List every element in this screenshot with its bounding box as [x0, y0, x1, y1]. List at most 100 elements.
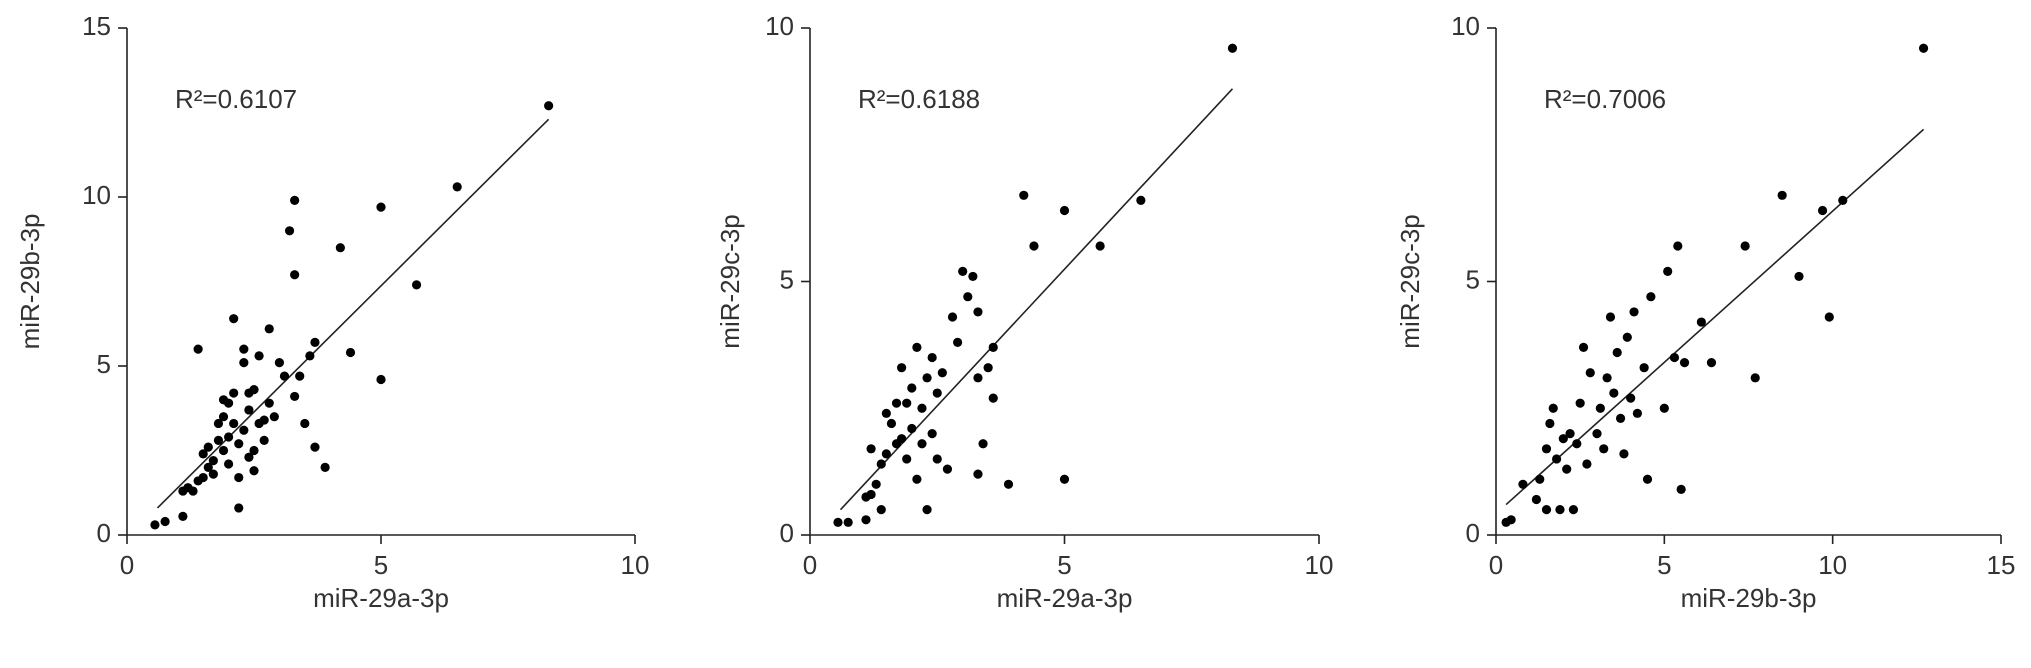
- point: [932, 388, 942, 398]
- point: [953, 337, 963, 347]
- annotation: R²=0.6107: [175, 84, 297, 114]
- point: [259, 435, 269, 445]
- y-axis-label: miR-29c-3p: [1395, 214, 1425, 348]
- point: [1565, 429, 1575, 439]
- y-tick-label: 15: [82, 11, 111, 41]
- point: [244, 452, 254, 462]
- point: [345, 347, 356, 358]
- point: [198, 449, 208, 459]
- point: [1059, 474, 1070, 484]
- point: [1632, 408, 1642, 418]
- x-axis-label: miR-29a-3p: [313, 583, 449, 613]
- point: [917, 403, 927, 413]
- point: [544, 101, 554, 111]
- point: [1518, 479, 1528, 489]
- point: [1629, 307, 1639, 317]
- point: [1558, 434, 1568, 444]
- point: [411, 280, 422, 290]
- point: [295, 371, 305, 381]
- point: [1676, 484, 1686, 494]
- point: [229, 314, 239, 324]
- point: [1019, 190, 1029, 200]
- y-tick-label: 5: [780, 264, 794, 294]
- point: [963, 292, 973, 302]
- point: [973, 373, 983, 383]
- point: [290, 195, 300, 205]
- y-axis-label: miR-29c-3p: [715, 214, 745, 348]
- y-axis-label: miR-29b-3p: [15, 214, 45, 350]
- y-tick-label: 5: [97, 349, 111, 379]
- point: [203, 462, 213, 472]
- point: [988, 342, 998, 353]
- point: [1817, 205, 1828, 216]
- point: [1029, 241, 1039, 251]
- point: [1642, 474, 1653, 484]
- point: [973, 307, 983, 317]
- point: [1750, 373, 1760, 383]
- x-tick-label: 15: [1987, 550, 2016, 580]
- point: [193, 344, 203, 354]
- point: [876, 505, 886, 515]
- point: [1602, 373, 1612, 383]
- x-tick-label: 5: [374, 550, 388, 580]
- point: [1136, 195, 1146, 205]
- annotation: R²=0.6188: [858, 84, 980, 114]
- point: [912, 474, 922, 484]
- point: [320, 462, 330, 472]
- point: [881, 449, 891, 459]
- point: [1095, 241, 1105, 251]
- point: [229, 418, 239, 429]
- point: [274, 358, 284, 368]
- point: [833, 517, 843, 527]
- point: [1777, 190, 1787, 200]
- trendline: [1505, 128, 1925, 506]
- x-tick-label: 10: [621, 550, 650, 580]
- x-tick-label: 5: [1657, 550, 1671, 580]
- point: [1575, 398, 1585, 408]
- panel: 0 5 10 15 0 5 10 miR-29a-3p miR-29b-3p R²=0.6107: [15, 11, 650, 613]
- point: [1003, 479, 1014, 489]
- point: [1659, 403, 1669, 413]
- point: [305, 351, 315, 361]
- point: [942, 464, 953, 474]
- point: [213, 435, 224, 445]
- point: [376, 374, 386, 385]
- point: [1059, 205, 1070, 216]
- point: [264, 324, 274, 334]
- point: [983, 363, 993, 373]
- point: [917, 439, 927, 449]
- x-tick-label: 0: [1489, 550, 1503, 580]
- point: [1673, 241, 1683, 251]
- point: [1619, 449, 1629, 459]
- point: [1622, 332, 1632, 342]
- point: [239, 358, 249, 368]
- point: [927, 352, 937, 363]
- point: [947, 312, 958, 322]
- point: [988, 393, 998, 403]
- point: [1609, 388, 1619, 398]
- point: [1555, 505, 1565, 515]
- point: [1612, 347, 1622, 358]
- point: [876, 459, 886, 469]
- point: [1548, 403, 1558, 413]
- point: [1696, 317, 1706, 327]
- trendline: [156, 118, 550, 509]
- point: [188, 486, 198, 496]
- point: [234, 503, 244, 513]
- point: [1599, 444, 1609, 454]
- point: [208, 469, 218, 479]
- point: [937, 368, 947, 378]
- point: [897, 434, 907, 444]
- point: [886, 418, 897, 429]
- y-tick-label: 5: [1466, 264, 1480, 294]
- point: [866, 489, 876, 500]
- y-tick-label: 10: [82, 180, 111, 210]
- point: [1626, 393, 1636, 403]
- x-tick-label: 10: [1818, 550, 1847, 580]
- point: [1646, 292, 1656, 302]
- point: [1663, 266, 1673, 276]
- annotation: R²=0.7006: [1544, 84, 1666, 114]
- point: [310, 337, 320, 347]
- point: [1531, 494, 1541, 505]
